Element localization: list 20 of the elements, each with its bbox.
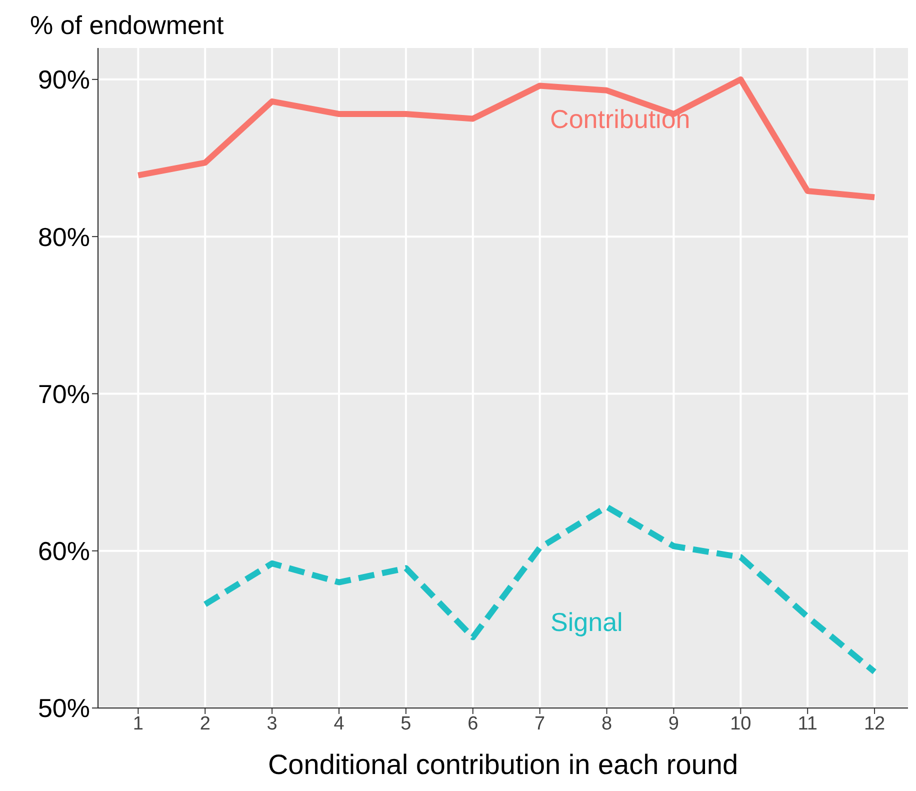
x-tick-label: 2 <box>200 713 210 734</box>
x-tick-label: 7 <box>534 713 546 734</box>
x-tick-label: 1 <box>132 713 144 734</box>
y-tick-label: 80% <box>38 222 90 252</box>
x-tick-label: 10 <box>730 713 752 734</box>
y-tick-label: 60% <box>38 536 90 566</box>
y-tick-label: 90% <box>38 64 90 95</box>
x-tick-label: 4 <box>334 713 345 734</box>
series-label: Signal <box>550 606 623 637</box>
x-tick-label: 12 <box>864 713 886 734</box>
y-tick-label: 50% <box>38 693 90 724</box>
y-axis-title: % of endowment <box>30 10 224 41</box>
x-tick-label: 11 <box>798 713 818 734</box>
y-tick-label: 70% <box>38 378 90 409</box>
x-tick-label: 9 <box>668 713 679 734</box>
x-tick-label: 8 <box>601 713 612 734</box>
x-tick-label: 6 <box>468 713 478 734</box>
x-tick-label: 5 <box>400 713 412 734</box>
x-tick-label: 3 <box>266 713 278 734</box>
x-axis-title: Conditional contribution in each round <box>268 749 738 780</box>
